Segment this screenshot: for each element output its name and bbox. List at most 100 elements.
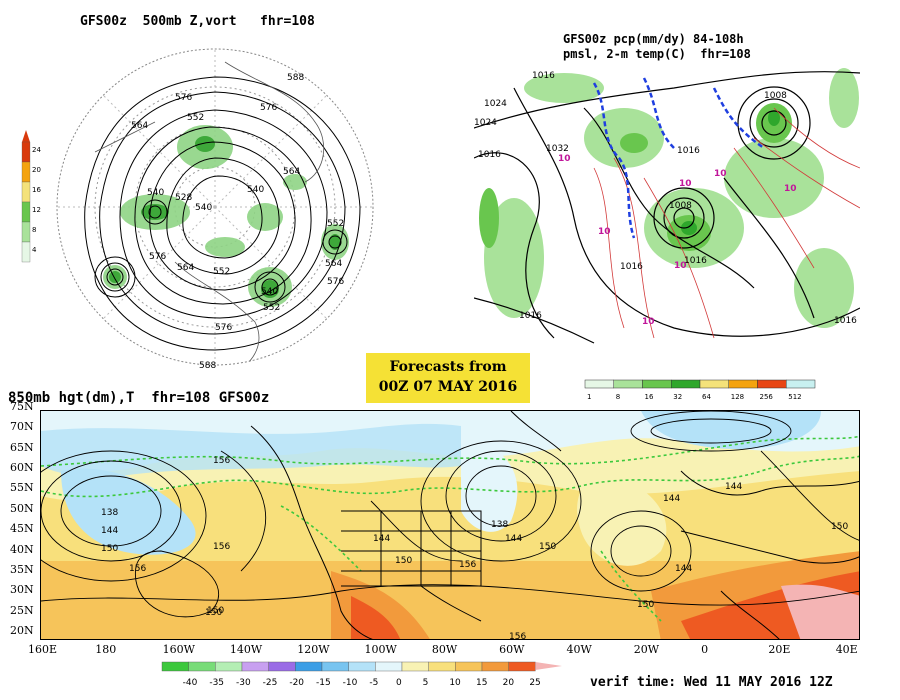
latitude-tick: 30N (10, 583, 34, 597)
isobar-label: 1032 (546, 144, 569, 154)
colorbar-tick: 256 (760, 393, 774, 401)
colorbar-tick: 128 (731, 393, 744, 401)
colorbar-arrow (22, 130, 30, 142)
banner-line1: Forecasts from (389, 359, 507, 375)
latitude-tick: 35N (10, 562, 34, 576)
colorbar-swatch (728, 379, 758, 389)
contour-label: 156 (213, 542, 230, 552)
temp-label: 10 (674, 261, 687, 271)
colorbar-swatch (295, 661, 323, 672)
contour-label: 156 (459, 560, 476, 570)
colorbar-swatch (21, 161, 31, 183)
colorbar-tick: -20 (289, 678, 304, 688)
colorbar-swatch (671, 379, 701, 389)
temp-label: 10 (642, 317, 655, 327)
latitude-tick: 40N (10, 542, 34, 556)
longitude-tick: 140W (229, 643, 263, 656)
colorbar-tick: 16 (32, 186, 41, 194)
contour-label: 552 (213, 267, 230, 277)
colorbar-tick: 24 (32, 146, 41, 154)
colorbar-swatch (21, 201, 31, 223)
colorbar-tick: -5 (369, 678, 378, 688)
contour-label: 144 (505, 534, 522, 544)
contour-label: 150 (101, 544, 118, 554)
colorbar-swatch (348, 661, 376, 672)
latitude-tick: 55N (10, 481, 34, 495)
top-right-title-line2: pmsl, 2-m temp(C) fhr=108 (563, 47, 751, 61)
verif-time: verif time: Wed 11 MAY 2016 12Z (590, 675, 833, 690)
colorbar-swatch (455, 661, 483, 672)
isobar-label: 1016 (620, 262, 643, 272)
colorbar-tick: 16 (645, 393, 654, 401)
contour-label: 564 (283, 167, 300, 177)
colorbar-tick: 12 (32, 206, 41, 214)
contour-label: 156 (213, 456, 230, 466)
longitude-tick: 40W (566, 643, 592, 656)
colorbar-swatch (508, 661, 536, 672)
colorbar-swatch (401, 661, 429, 672)
longitude-tick: 120W (297, 643, 330, 656)
colorbar-tick: -10 (343, 678, 358, 688)
isobar-label: 1016 (834, 316, 857, 326)
contour-label: 156 (129, 564, 146, 574)
latitude-tick: 20N (10, 624, 34, 637)
contour-label: 150 (395, 556, 412, 566)
contour-label: 144 (373, 534, 390, 544)
isobar-label: 1008 (669, 201, 692, 211)
contour-label: 138 (491, 520, 508, 530)
contour-label: 552 (187, 113, 204, 123)
forecast-banner: Forecasts from 00Z 07 MAY 2016 (366, 353, 530, 403)
colorbar-tick: -35 (209, 678, 224, 688)
contour-label: 150 (205, 608, 222, 618)
colorbar-swatch (21, 141, 31, 163)
contour-label: 588 (287, 73, 304, 83)
colorbar-swatch (215, 661, 243, 672)
contour-label: 576 (175, 93, 192, 103)
contour-label: 552 (263, 303, 280, 313)
isobar-label: 1016 (684, 256, 707, 266)
isobar-label: 1024 (474, 118, 497, 128)
temp-label: 10 (714, 169, 727, 179)
colorbar-swatch (241, 661, 269, 672)
contour-label: 150 (539, 542, 556, 552)
contour-label: 144 (675, 564, 692, 574)
longitude-tick: 160W (162, 643, 195, 656)
contour-label: 144 (101, 526, 118, 536)
longitude-tick: 180 (95, 643, 117, 656)
contour-label: 528 (175, 193, 192, 203)
colorbar-tick: 64 (702, 393, 711, 401)
colorbar-tick: -30 (236, 678, 251, 688)
colorbar-tick: -15 (316, 678, 331, 688)
contour-label: 144 (663, 494, 680, 504)
isobar-label: 1016 (478, 150, 501, 160)
colorbar-tick: -25 (263, 678, 278, 688)
colorbar-swatch (161, 661, 189, 672)
precip-pmsl-map: 1016 1008 1024 1024 1016 1032 1016 1008 … (474, 68, 860, 348)
temp-label: 10 (784, 184, 797, 194)
contour-label: 540 (261, 287, 278, 297)
colorbar-tick: 8 (32, 226, 36, 234)
colorbar-tick: 25 (529, 678, 540, 688)
colorbar-tick: 4 (32, 246, 37, 254)
contour-label: 150 (207, 606, 224, 616)
vorticity-colorbar: 24 20 16 12 8 4 (18, 130, 42, 265)
precip-colorbar: 1 8 16 32 64 128 256 512 (565, 378, 865, 404)
colorbar-swatch (21, 241, 31, 263)
colorbar-swatch (757, 379, 787, 389)
contour-label: 144 (725, 482, 742, 492)
latitude-tick: 25N (10, 603, 34, 617)
contour-label: 576 (260, 103, 277, 113)
isobar-label: 1016 (532, 71, 555, 81)
colorbar-swatch (375, 661, 403, 672)
contour-label: 540 (147, 188, 164, 198)
longitude-tick: 20W (633, 643, 660, 656)
colorbar-swatch (428, 661, 456, 672)
contour-label: 564 (177, 263, 194, 273)
colorbar-arrow (535, 662, 562, 670)
temp-label: 10 (598, 227, 611, 237)
colorbar-swatch (699, 379, 729, 389)
contour-label: 576 (215, 323, 232, 333)
colorbar-tick: 32 (673, 393, 682, 401)
longitude-tick: 80W (431, 643, 458, 656)
contour-label: 588 (199, 361, 216, 371)
